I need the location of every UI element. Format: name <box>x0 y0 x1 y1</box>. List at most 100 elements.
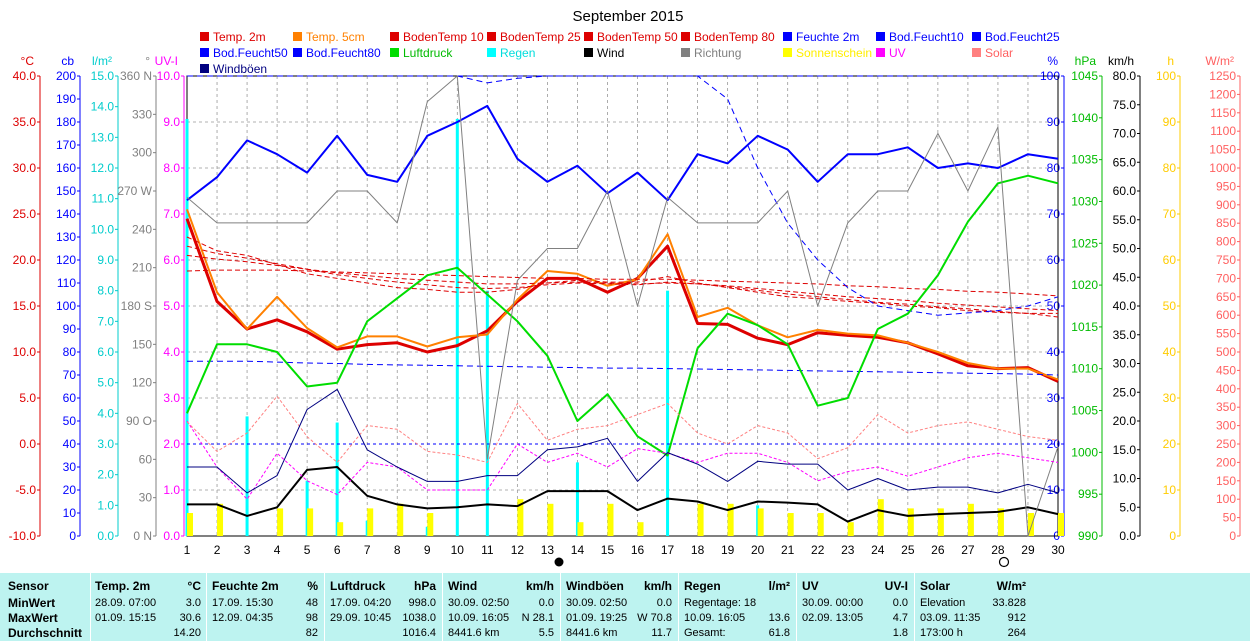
series-bodentemp-25 <box>186 245 1059 318</box>
gust-distance: 8441.6 km <box>566 627 618 639</box>
statistics-panel: Sensor MinWert MaxWert Durchschnitt Temp… <box>0 573 1250 641</box>
x-axis: 1 2 3 4 5 6 7 8 9 10 11 12 13 14 15 16 17 18 19 20 21 22 23 24 2… <box>184 543 1065 557</box>
legend-swatch <box>200 64 209 73</box>
x-tick-label: 30 <box>1051 543 1065 557</box>
axis-tick-label: 80 <box>63 345 77 359</box>
axis-tick-label: 450 <box>1216 363 1236 377</box>
row-label-min: MinWert <box>8 596 56 610</box>
stats-uv: UV UV-I 30.09. 00:00 0.0 02.09. 13:05 4.7 … <box>802 573 908 641</box>
axis-tick-label: 995 <box>1078 487 1098 501</box>
bar-sonnenschein <box>217 503 224 536</box>
axis-tick-label: 3.0 <box>97 437 114 451</box>
uv-max: 4.7 <box>892 612 908 624</box>
humidity-min-time: 17.09. 15:30 <box>212 597 274 609</box>
pressure-title: Luftdruck <box>330 579 386 593</box>
axis-tick-label: 15.0 <box>1113 443 1137 457</box>
axis-unit: cb <box>61 54 74 68</box>
axis-tick-label: 270 W <box>117 184 152 198</box>
axis-tick-label: 90 O <box>126 414 152 428</box>
series-wind <box>187 466 1059 523</box>
legend-label: Richtung <box>694 46 741 60</box>
axis-tick-label: 15.0 <box>13 299 37 313</box>
weather-chart: September 2015 Temp. 2m Temp. 5cm BodenTem… <box>9 8 1241 568</box>
humidity-min: 48 <box>305 597 318 609</box>
stats-gust: Windböen km/h 30.09. 02:50 0.0 01.09. 19:… <box>566 573 672 641</box>
wind-unit: km/h <box>525 579 554 593</box>
axis-tick-label: 1.0 <box>97 498 114 512</box>
axis-tick-label: 45.0 <box>1113 270 1137 284</box>
axis-tick-label: 40 <box>1163 345 1177 359</box>
axis-tick-label: 10.0 <box>13 345 37 359</box>
axis-tick-label: 55.0 <box>1113 213 1137 227</box>
axis-tick-label: 4.0 <box>163 345 180 359</box>
series-luftdruck <box>186 174 1059 457</box>
axis-tick-label: 130 <box>56 230 76 244</box>
temp-max-time: 01.09. 15:15 <box>95 612 157 624</box>
axis-tick-label: 140 <box>56 207 76 221</box>
axis-tick-label: 7.0 <box>97 314 114 328</box>
axis-tick-label: 20 <box>63 483 77 497</box>
axis-tick-label: 30 <box>1163 391 1177 405</box>
axis-tick-label: 1.0 <box>163 483 180 497</box>
series-bodentemp-80 <box>186 269 1059 297</box>
legend-swatch <box>972 32 981 41</box>
axis-tick-label: 0 <box>69 529 76 543</box>
x-tick-label: 2 <box>214 543 221 557</box>
x-tick-label: 12 <box>511 543 525 557</box>
uv-title: UV <box>802 579 819 593</box>
axis-tick-label: 90 <box>1163 115 1177 129</box>
legend-label: Windböen <box>213 62 267 76</box>
axes: °C40.035.030.025.020.015.010.05.00.0-5.0… <box>9 54 1241 543</box>
stats-solar: Solar W/m² Elevation 33.828 03.09. 11:35 9… <box>920 573 1026 641</box>
axis-unit: UV-I <box>155 54 178 68</box>
bar-sonnenschein <box>277 508 284 536</box>
axis-tick-label: 1035 <box>1071 153 1098 167</box>
axis-tick-label: 5.0 <box>1119 500 1136 514</box>
axis-tick-label: 25.0 <box>13 207 37 221</box>
legend-label: Solar <box>985 46 1013 60</box>
axis-tick-label: 80 <box>1163 161 1177 175</box>
axis-tick-label: 80.0 <box>1113 69 1137 83</box>
axis-tick-label: 12.0 <box>91 161 115 175</box>
axis-tick-label: 200 <box>56 69 76 83</box>
bar-sonnenschein <box>727 503 734 536</box>
axis-tick-label: 13.0 <box>91 130 115 144</box>
axis-tick-label: 60 <box>1163 253 1177 267</box>
axis-tick-label: 800 <box>1216 235 1236 249</box>
axis-unit: °C <box>21 54 35 68</box>
temp-min: 3.0 <box>185 597 201 609</box>
pressure-avg: 1016.4 <box>402 627 436 639</box>
new-moon-icon <box>554 557 564 567</box>
x-tick-label: 24 <box>871 543 885 557</box>
bar-sonnenschein <box>847 522 854 536</box>
wind-avg: 5.5 <box>538 627 554 639</box>
bar-regen <box>335 422 339 536</box>
wind-max-time: 10.09. 16:05 <box>448 612 510 624</box>
axis-tick-label: 6.0 <box>97 345 114 359</box>
series-lines <box>185 75 1059 537</box>
series-temp-2m <box>185 218 1059 383</box>
axis-unit: % <box>1047 54 1058 68</box>
axis-tick-label: 550 <box>1216 327 1236 341</box>
axis-tick-label: 100 <box>1216 492 1236 506</box>
axis-tick-label: 600 <box>1216 308 1236 322</box>
axis-tick-label: 40.0 <box>1113 299 1137 313</box>
axis-tick-label: 300 <box>1216 419 1236 433</box>
axis-tick-label: 360 N <box>120 69 152 83</box>
uv-min-time: 30.09. 00:00 <box>802 597 864 609</box>
axis-tick-label: 300 <box>132 146 152 160</box>
axis-tick-label: 850 <box>1216 216 1236 230</box>
axis-tick-label: 120 <box>56 253 76 267</box>
temp-unit: °C <box>187 579 201 593</box>
uv-max-time: 02.09. 13:05 <box>802 612 864 624</box>
axis-tick-label: 1250 <box>1209 69 1236 83</box>
bar-sonnenschein <box>937 508 944 536</box>
axis-tick-label: 250 <box>1216 437 1236 451</box>
legend-label: Bod.Feucht10 <box>889 30 964 44</box>
axis-tick-label: 8.0 <box>163 161 180 175</box>
axis-tick-label: 200 <box>1216 455 1236 469</box>
stats-sensor-column: Sensor MinWert MaxWert Durchschnitt <box>8 573 88 641</box>
axis-tick-label: 1040 <box>1071 111 1098 125</box>
x-tick-label: 29 <box>1021 543 1035 557</box>
axis-unit: hPa <box>1075 54 1097 68</box>
